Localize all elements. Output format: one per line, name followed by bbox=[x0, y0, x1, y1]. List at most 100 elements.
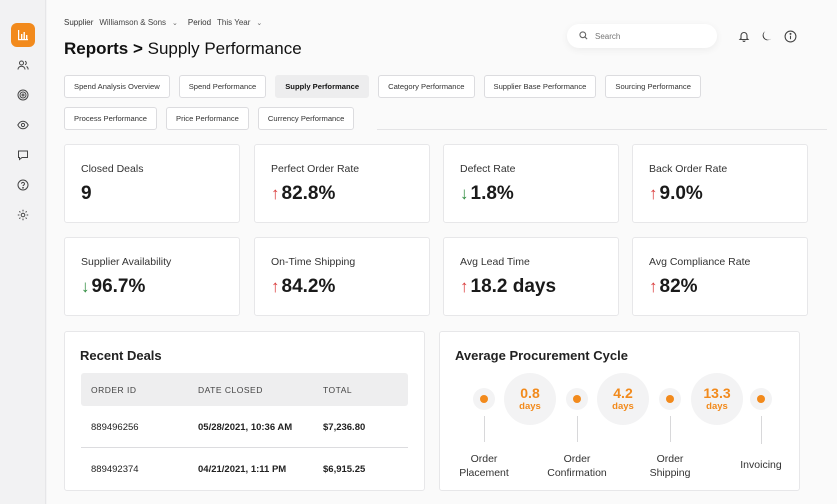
date-closed-cell: 04/21/2021, 1:11 PM bbox=[198, 464, 287, 475]
recent-deals-title: Recent Deals bbox=[80, 348, 162, 363]
column-total[interactable]: TOTAL bbox=[323, 385, 353, 395]
metric-card: Defect Rate ↓ 1.8% bbox=[443, 144, 619, 223]
tab-supplier-base-performance[interactable]: Supplier Base Performance bbox=[483, 75, 597, 98]
metric-label: Avg Compliance Rate bbox=[649, 256, 751, 268]
supplier-select[interactable]: Williamson & Sons bbox=[99, 18, 167, 27]
filter-bar: Supplier Williamson & Sons ⌄ Period This… bbox=[64, 18, 266, 27]
step-label: Order Shipping bbox=[649, 453, 691, 479]
metric-value: ↑ 84.2% bbox=[271, 276, 336, 297]
metric-label: Defect Rate bbox=[460, 163, 516, 175]
row-divider bbox=[81, 447, 408, 448]
help-icon[interactable] bbox=[15, 177, 31, 193]
table-header: ORDER ID DATE CLOSED TOTAL bbox=[81, 373, 408, 406]
metric-label: Closed Deals bbox=[81, 163, 144, 175]
metric-value: ↑ 9.0% bbox=[649, 183, 703, 204]
tab-currency-performance[interactable]: Currency Performance bbox=[257, 107, 355, 130]
sidebar bbox=[0, 0, 46, 504]
search-icon bbox=[579, 27, 588, 45]
duration-bubble: 0.8 days bbox=[504, 373, 556, 425]
breadcrumb-current: Supply Performance bbox=[147, 39, 302, 58]
date-closed-cell: 05/28/2021, 10:36 AM bbox=[198, 422, 293, 433]
step-label: Invoicing bbox=[740, 459, 782, 471]
metric-card: Back Order Rate ↑ 9.0% bbox=[632, 144, 808, 223]
duration-bubble: 4.2 days bbox=[597, 373, 649, 425]
metric-value: ↑ 18.2 days bbox=[460, 276, 557, 297]
settings-icon[interactable] bbox=[15, 207, 31, 223]
breadcrumb-separator: > bbox=[132, 39, 143, 58]
main-content: Supplier Williamson & Sons ⌄ Period This… bbox=[47, 0, 837, 504]
step-connector bbox=[670, 416, 671, 442]
table-row[interactable]: 889496256 05/28/2021, 10:36 AM $7,236.80 bbox=[81, 408, 408, 448]
period-label: Period bbox=[187, 18, 212, 27]
tab-divider bbox=[377, 129, 827, 130]
moon-icon[interactable] bbox=[760, 29, 774, 43]
search-bar[interactable] bbox=[567, 24, 717, 48]
arrow-up-icon: ↑ bbox=[271, 184, 280, 203]
chat-icon[interactable] bbox=[15, 147, 31, 163]
metric-value: ↓ 1.8% bbox=[460, 183, 514, 204]
duration-bubble: 13.3 days bbox=[691, 373, 743, 425]
order-id-cell: 889496256 bbox=[91, 422, 139, 433]
arrow-up-icon: ↑ bbox=[460, 277, 469, 296]
period-select[interactable]: This Year bbox=[217, 18, 251, 27]
metric-value: ↓ 96.7% bbox=[81, 276, 146, 297]
order-id-cell: 889492374 bbox=[91, 464, 139, 475]
step-dot bbox=[750, 388, 772, 410]
metric-value: ↑ 82.8% bbox=[271, 183, 336, 204]
tab-spend-analysis-overview[interactable]: Spend Analysis Overview bbox=[64, 75, 170, 98]
step-connector bbox=[761, 416, 762, 444]
metric-label: Back Order Rate bbox=[649, 163, 728, 175]
total-cell: $6,915.25 bbox=[323, 464, 366, 475]
table-row[interactable]: 889492374 04/21/2021, 1:11 PM $6,915.25 bbox=[81, 450, 408, 490]
metric-value: ↑ 82% bbox=[649, 276, 698, 297]
page-title: Reports > Supply Performance bbox=[64, 39, 302, 59]
breadcrumb-reports[interactable]: Reports bbox=[64, 39, 129, 58]
tab-row-1: Spend Analysis Overview Spend Performanc… bbox=[64, 75, 701, 98]
metric-card: Closed Deals 9 bbox=[64, 144, 240, 223]
metric-card: Perfect Order Rate ↑ 82.8% bbox=[254, 144, 430, 223]
target-icon[interactable] bbox=[15, 87, 31, 103]
tab-category-performance[interactable]: Category Performance bbox=[378, 75, 475, 98]
supplier-label: Supplier bbox=[64, 18, 94, 27]
bell-icon[interactable] bbox=[737, 29, 751, 43]
tab-spend-performance[interactable]: Spend Performance bbox=[178, 75, 267, 98]
chevron-down-icon[interactable]: ⌄ bbox=[172, 19, 178, 27]
metric-card: On-Time Shipping ↑ 84.2% bbox=[254, 237, 430, 316]
search-input[interactable] bbox=[595, 31, 705, 41]
step-dot bbox=[659, 388, 681, 410]
tab-price-performance[interactable]: Price Performance bbox=[166, 107, 249, 130]
bar-chart-icon[interactable] bbox=[11, 23, 35, 47]
metric-label: Supplier Availability bbox=[81, 256, 172, 268]
step-connector bbox=[577, 416, 578, 442]
metric-card: Avg Compliance Rate ↑ 82% bbox=[632, 237, 808, 316]
eye-icon[interactable] bbox=[15, 117, 31, 133]
tab-sourcing-performance[interactable]: Sourcing Performance bbox=[605, 75, 701, 98]
recent-deals-panel: Recent Deals ORDER ID DATE CLOSED TOTAL … bbox=[64, 331, 425, 491]
arrow-down-icon: ↓ bbox=[81, 277, 90, 296]
step-dot bbox=[566, 388, 588, 410]
tab-process-performance[interactable]: Process Performance bbox=[64, 107, 158, 130]
arrow-up-icon: ↑ bbox=[649, 277, 658, 296]
info-icon[interactable] bbox=[783, 29, 797, 43]
column-date-closed[interactable]: DATE CLOSED bbox=[198, 385, 263, 395]
users-icon[interactable] bbox=[15, 57, 31, 73]
step-dot bbox=[473, 388, 495, 410]
step-connector bbox=[484, 416, 485, 442]
step-label: Order Placement bbox=[459, 453, 509, 479]
metric-value: 9 bbox=[81, 183, 92, 204]
arrow-up-icon: ↑ bbox=[649, 184, 658, 203]
column-order-id[interactable]: ORDER ID bbox=[91, 385, 137, 395]
tab-row-2: Process Performance Price Performance Cu… bbox=[64, 107, 355, 130]
procurement-cycle-panel: Average Procurement Cycle 0.8 days 4.2 d… bbox=[439, 331, 800, 491]
chevron-down-icon[interactable]: ⌄ bbox=[256, 19, 263, 27]
arrow-up-icon: ↑ bbox=[271, 277, 280, 296]
metric-label: Perfect Order Rate bbox=[271, 163, 360, 175]
total-cell: $7,236.80 bbox=[323, 422, 366, 433]
metric-card: Avg Lead Time ↑ 18.2 days bbox=[443, 237, 619, 316]
metric-label: On-Time Shipping bbox=[271, 256, 356, 268]
metric-label: Avg Lead Time bbox=[460, 256, 530, 268]
procurement-cycle-title: Average Procurement Cycle bbox=[455, 348, 628, 363]
tab-supply-performance[interactable]: Supply Performance bbox=[275, 75, 370, 98]
step-label: Order Confirmation bbox=[547, 453, 607, 479]
metric-card: Supplier Availability ↓ 96.7% bbox=[64, 237, 240, 316]
